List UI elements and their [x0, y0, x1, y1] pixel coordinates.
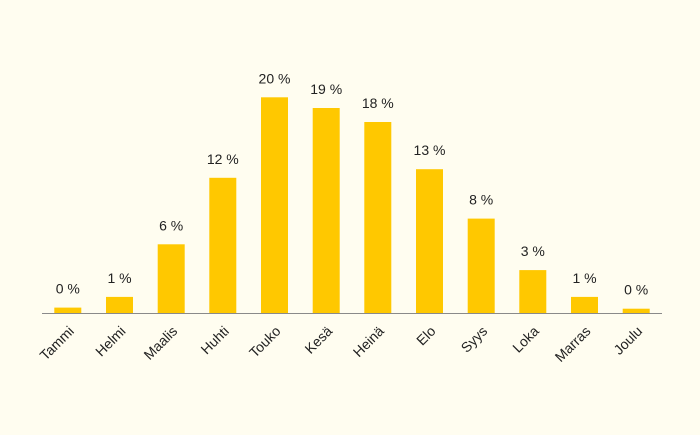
bar-huhti	[209, 177, 237, 313]
bar-maalis	[157, 244, 185, 313]
x-tick-label-huhti: Huhti	[197, 323, 231, 357]
data-label-loka: 3 %	[521, 243, 545, 259]
data-label-tammi: 0 %	[56, 281, 80, 297]
data-label-maalis: 6 %	[159, 217, 183, 233]
data-label-marras: 1 %	[572, 270, 596, 286]
data-label-helmi: 1 %	[107, 270, 131, 286]
bar-syys	[467, 218, 495, 313]
bars-group	[54, 97, 650, 313]
x-tick-label-syys: Syys	[458, 323, 491, 356]
data-label-kesä: 19 %	[310, 81, 342, 97]
bar-heinä	[364, 122, 392, 313]
bar-joulu	[622, 308, 650, 313]
x-tick-label-kesä: Kesä	[301, 323, 335, 357]
x-tick-label-loka: Loka	[509, 323, 542, 356]
bar-elo	[416, 169, 443, 313]
x-tick-label-heinä: Heinä	[350, 323, 387, 360]
data-labels-group: 0 % 1 % 6 % 12 % 20 % 19 % 18 % 13 % 8 % 3 % 1 % 0 …	[56, 70, 649, 297]
x-tick-label-marras: Marras	[552, 323, 594, 365]
data-label-elo: 13 %	[414, 142, 446, 158]
bar-marras	[571, 296, 598, 313]
bar-tammi	[54, 307, 82, 313]
data-label-touko: 20 %	[259, 70, 291, 86]
x-tick-label-elo: Elo	[413, 323, 439, 349]
x-tick-labels-group: Tammi Helmi Maalis Huhti Touko Kesä Heinä Elo Sy…	[36, 323, 645, 365]
x-tick-label-joulu: Joulu	[610, 323, 645, 358]
data-label-huhti: 12 %	[207, 151, 239, 167]
bar-touko	[261, 97, 288, 313]
x-tick-label-helmi: Helmi	[92, 323, 129, 360]
data-label-syys: 8 %	[469, 192, 493, 208]
bar-helmi	[106, 296, 133, 313]
bar-loka	[519, 270, 547, 313]
bar-kesä	[312, 108, 340, 313]
data-label-heinä: 18 %	[362, 95, 394, 111]
x-tick-label-touko: Touko	[246, 323, 284, 361]
x-tick-label-tammi: Tammi	[36, 323, 76, 363]
x-tick-label-maalis: Maalis	[140, 323, 180, 363]
data-label-joulu: 0 %	[624, 282, 648, 298]
